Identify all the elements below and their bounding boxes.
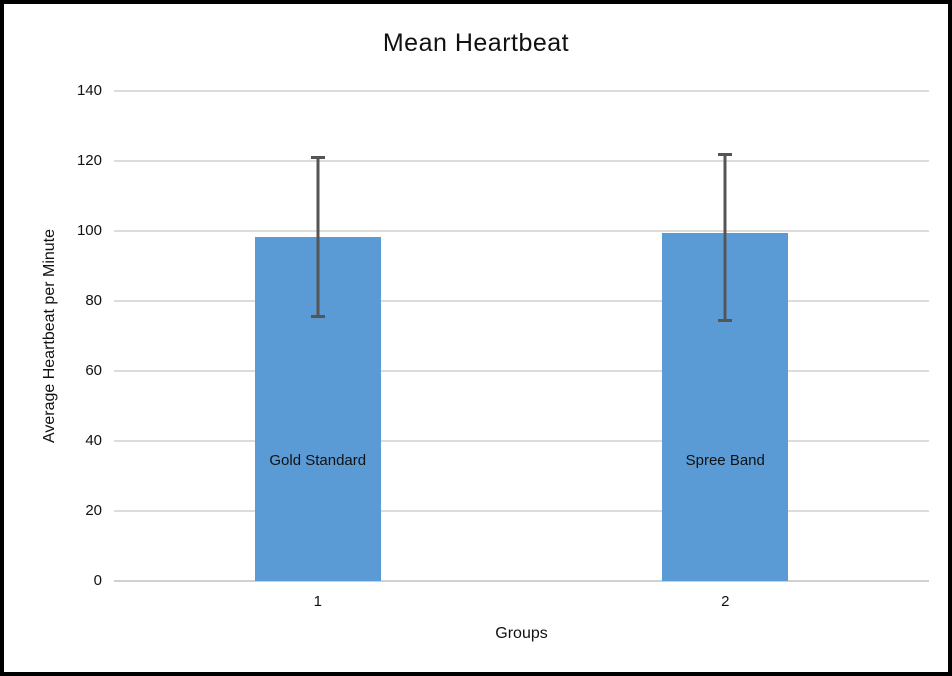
error-bar-line xyxy=(723,152,727,322)
y-tick-label: 120 xyxy=(76,152,102,169)
y-tick-label: 40 xyxy=(85,432,102,449)
error-bar-2 xyxy=(718,152,733,322)
error-bar-cap-bottom xyxy=(718,318,733,322)
error-bar-line xyxy=(316,155,320,318)
error-bar-cap-top xyxy=(718,152,733,156)
x-tick-label: 1 xyxy=(313,593,322,610)
bar-data-label: Spree Band xyxy=(685,451,765,469)
error-bar-cap-top xyxy=(310,155,325,159)
x-tick-label: 2 xyxy=(721,593,730,610)
chart-title: Mean Heartbeat xyxy=(382,29,570,57)
y-tick-label: 0 xyxy=(93,572,102,589)
gridline xyxy=(114,370,929,372)
error-bar-cap-bottom xyxy=(310,314,325,318)
gridline xyxy=(114,90,929,92)
error-bar-1 xyxy=(310,155,325,318)
gridline xyxy=(114,230,929,232)
gridline xyxy=(114,160,929,162)
y-tick-label: 80 xyxy=(85,292,102,309)
y-tick-label: 60 xyxy=(85,362,102,379)
gridline xyxy=(114,300,929,302)
y-tick-label: 20 xyxy=(85,502,102,519)
y-tick-label: 100 xyxy=(76,222,102,239)
gridline xyxy=(114,510,929,512)
plot-area: 0 20 40 60 80 100 120 140 Gold Standard 1 Spree Ba… xyxy=(4,4,948,672)
y-tick-label: 140 xyxy=(76,82,102,99)
bar-data-label: Gold Standard xyxy=(269,451,367,469)
x-axis-line xyxy=(114,580,929,582)
gridline xyxy=(114,440,929,442)
x-axis-title: Groups xyxy=(495,625,548,642)
